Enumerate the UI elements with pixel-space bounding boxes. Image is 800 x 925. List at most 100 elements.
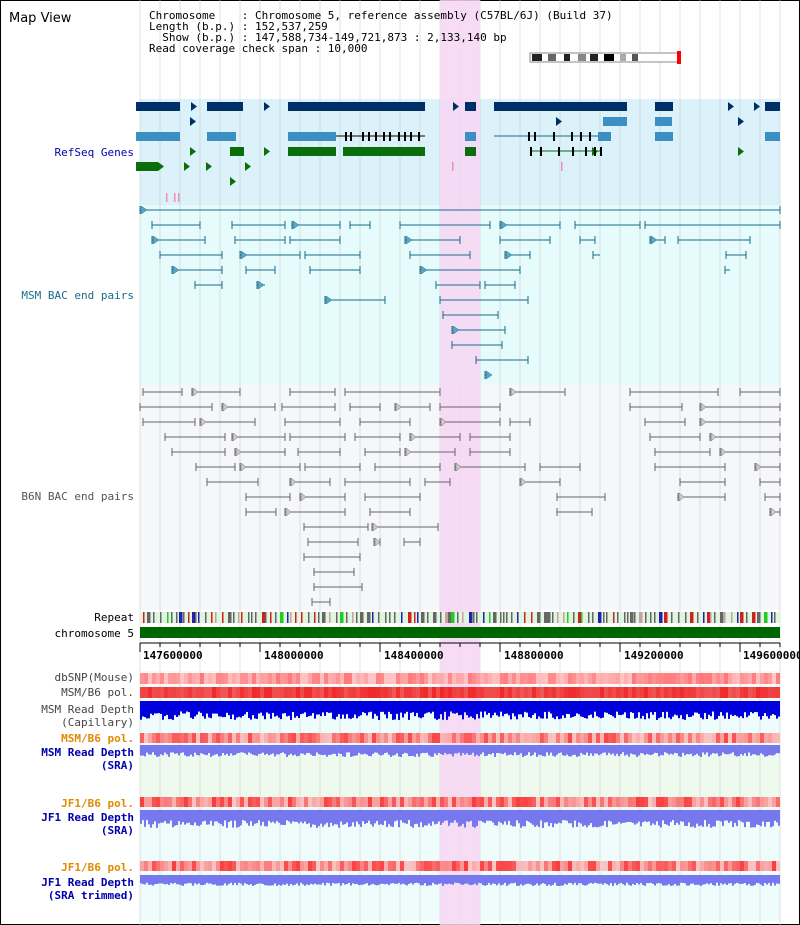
heat-cell xyxy=(180,687,184,698)
read-depth-bar xyxy=(436,745,438,756)
read-depth-bar xyxy=(162,875,164,884)
label-line-2: (SRA trimmed) xyxy=(47,889,134,902)
track-label-msm-b6-pol-2[interactable]: MSM/B6 pol. xyxy=(61,732,134,745)
read-depth-bar xyxy=(140,701,142,720)
read-depth-bar xyxy=(656,745,658,753)
read-depth-bar xyxy=(742,701,744,719)
heat-cell xyxy=(348,733,352,743)
read-depth-bar xyxy=(748,875,750,884)
read-depth-bar xyxy=(776,745,778,754)
heat-cell xyxy=(712,797,716,807)
heat-cell xyxy=(280,687,284,698)
read-depth-bar xyxy=(538,701,540,717)
repeat-element xyxy=(462,612,464,623)
heat-cell xyxy=(508,797,512,807)
track-label-dbsnp[interactable]: dbSNP(Mouse) xyxy=(54,671,134,684)
read-depth-bar xyxy=(204,810,206,821)
read-depth-bar xyxy=(724,701,726,719)
read-depth-bar xyxy=(520,701,522,715)
heat-cell xyxy=(728,673,732,684)
heat-cell xyxy=(580,733,584,743)
heat-cell xyxy=(464,797,468,807)
heat-cell xyxy=(544,797,548,807)
read-depth-bar xyxy=(440,875,442,884)
read-depth-bar xyxy=(512,810,514,827)
read-depth-bar xyxy=(336,810,338,825)
read-depth-bar xyxy=(630,810,632,823)
track-label-msm-depth-sra[interactable]: MSM Read Depth (SRA) xyxy=(41,746,134,772)
track-label-msm-b6-pol[interactable]: MSM/B6 pol. xyxy=(61,686,134,699)
heat-cell xyxy=(464,733,468,743)
heat-cell xyxy=(388,797,392,807)
read-depth-bar xyxy=(728,875,730,884)
track-label-refseq[interactable]: RefSeq Genes xyxy=(54,146,134,159)
heat-cell xyxy=(180,673,184,684)
read-depth-bar xyxy=(448,810,450,826)
read-depth-bar xyxy=(652,745,654,755)
heat-cell xyxy=(488,687,492,698)
heat-cell xyxy=(176,687,180,698)
heat-cell xyxy=(616,797,620,807)
track-label-jf1-b6-pol-2[interactable]: JF1/B6 pol. xyxy=(61,861,134,874)
read-depth-bar xyxy=(754,745,756,755)
heat-cell xyxy=(276,733,280,743)
heat-cell xyxy=(316,861,320,871)
repeat-element xyxy=(287,612,289,623)
heat-cell xyxy=(560,861,564,871)
heat-cell xyxy=(324,733,328,743)
track-label-jf1-depth-trimmed[interactable]: JF1 Read Depth (SRA trimmed) xyxy=(41,876,134,902)
read-depth-bar xyxy=(258,875,260,884)
read-depth-bar xyxy=(316,875,318,885)
track-label-jf1-b6-pol[interactable]: JF1/B6 pol. xyxy=(61,797,134,810)
heat-cell xyxy=(484,861,488,871)
bac-end-arrow-icon xyxy=(710,432,717,442)
read-depth-bar xyxy=(248,701,250,718)
track-label-msm-bac[interactable]: MSM BAC end pairs xyxy=(21,289,134,302)
heat-cell xyxy=(576,673,580,684)
repeat-element xyxy=(171,612,173,623)
read-depth-bar xyxy=(228,701,230,716)
read-depth-bar xyxy=(538,810,540,827)
read-depth-bar xyxy=(766,875,768,885)
track-label-jf1-depth-sra[interactable]: JF1 Read Depth (SRA) xyxy=(41,811,134,837)
read-depth-bar xyxy=(398,701,400,720)
read-depth-bar xyxy=(582,745,584,755)
heat-cell xyxy=(488,733,492,743)
read-depth-bar xyxy=(394,875,396,884)
heat-cell xyxy=(248,861,252,871)
bac-end-arrow-icon xyxy=(405,235,413,245)
read-depth-bar xyxy=(694,745,696,756)
read-depth-bar xyxy=(162,701,164,720)
heat-cell xyxy=(172,673,176,684)
read-depth-bar xyxy=(540,701,542,719)
track-label-repeat[interactable]: Repeat xyxy=(94,611,134,624)
heat-cell xyxy=(720,861,724,871)
read-depth-bar xyxy=(254,701,256,719)
read-depth-bar xyxy=(464,745,466,755)
read-depth-bar xyxy=(696,701,698,713)
track-label-chromosome[interactable]: chromosome 5 xyxy=(54,627,134,640)
heat-cell xyxy=(168,673,172,684)
read-depth-bar xyxy=(292,875,294,886)
heat-cell xyxy=(476,733,480,743)
read-depth-bar xyxy=(546,875,548,886)
read-depth-bar xyxy=(542,810,544,828)
track-label-b6n-bac[interactable]: B6N BAC end pairs xyxy=(21,490,134,503)
read-depth-bar xyxy=(594,701,596,712)
heat-cell xyxy=(772,687,776,698)
read-depth-bar xyxy=(282,810,284,826)
read-depth-bar xyxy=(278,745,280,755)
read-depth-bar xyxy=(558,701,560,720)
read-depth-bar xyxy=(486,745,488,756)
heat-cell xyxy=(620,673,624,684)
heat-cell xyxy=(452,861,456,871)
read-depth-bar xyxy=(256,701,258,719)
read-depth-bar xyxy=(778,875,780,884)
heat-cell xyxy=(176,797,180,807)
heat-cell xyxy=(708,673,712,684)
read-depth-bar xyxy=(432,745,434,757)
heat-cell xyxy=(704,733,708,743)
read-depth-bar xyxy=(584,875,586,886)
track-label-msm-depth-capillary[interactable]: MSM Read Depth (Capillary) xyxy=(41,703,134,729)
